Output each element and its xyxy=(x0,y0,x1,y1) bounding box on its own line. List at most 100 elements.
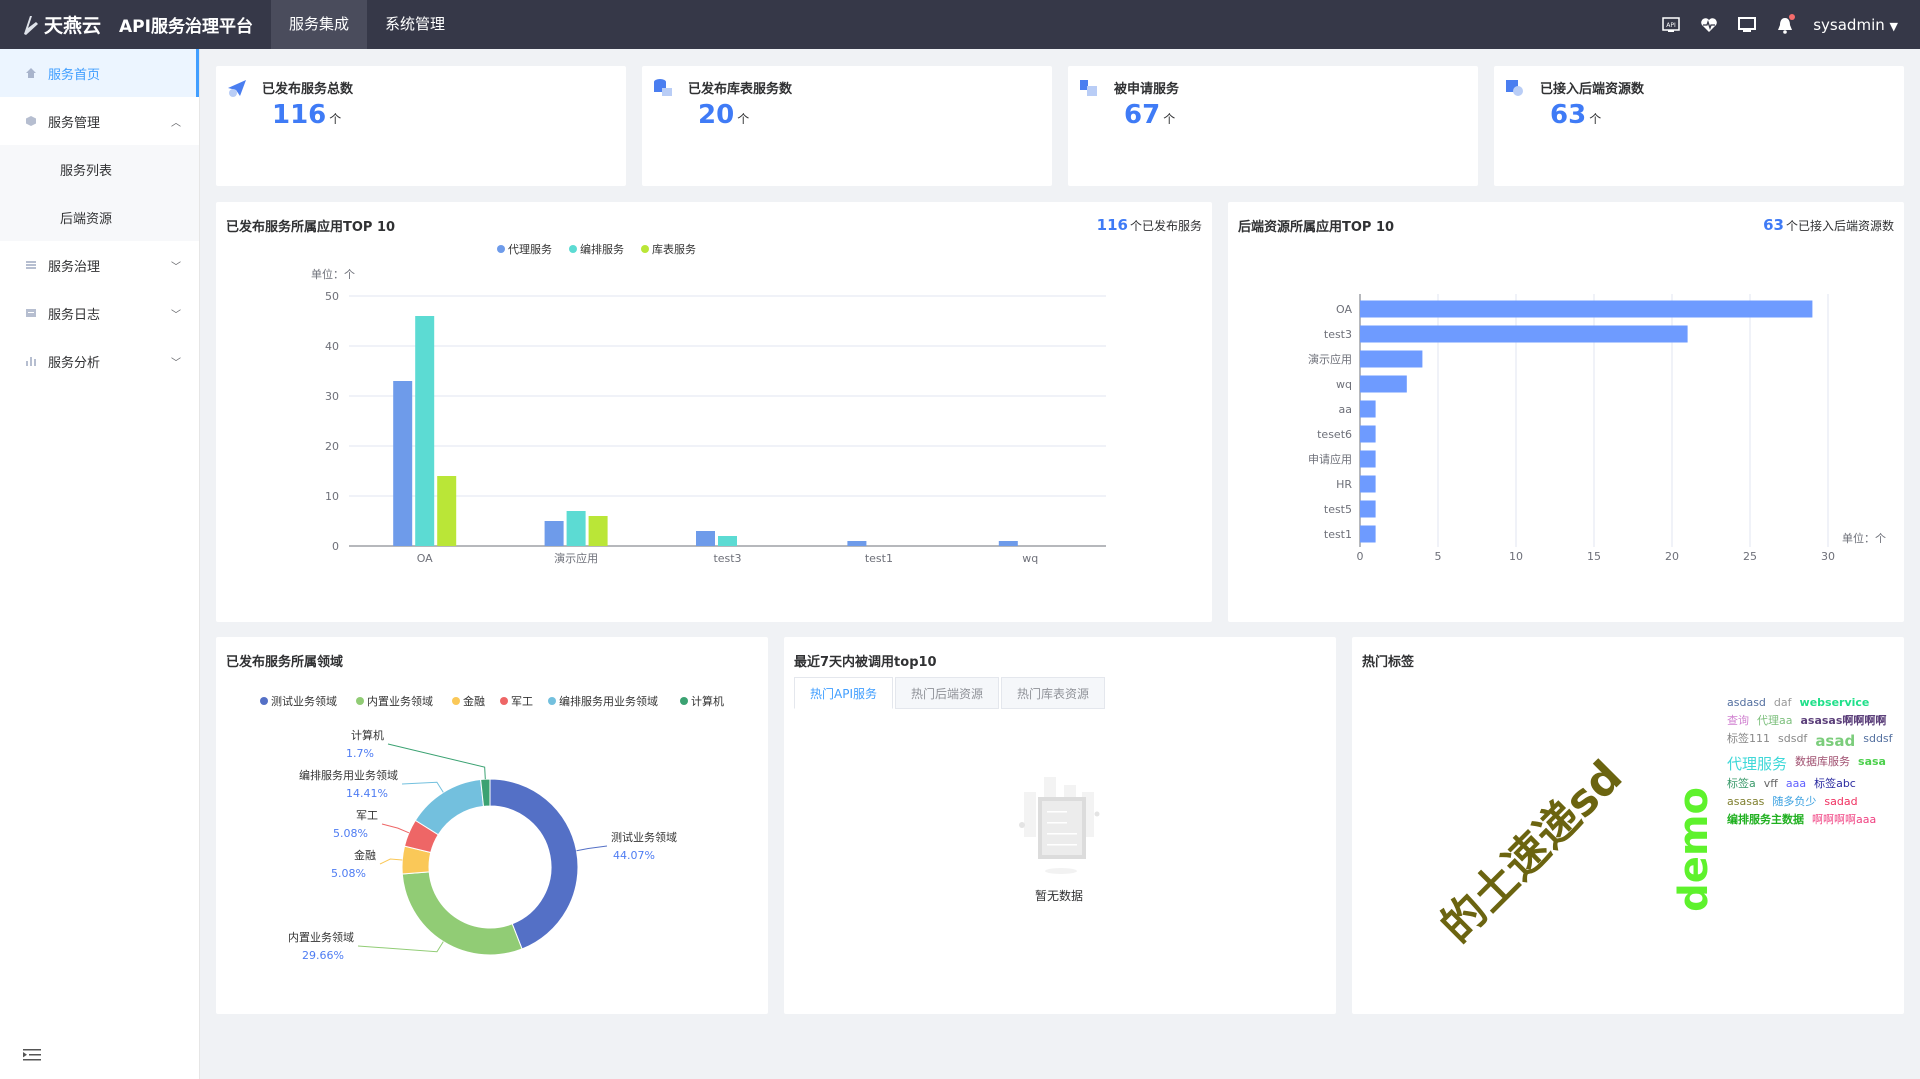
tag-word[interactable]: vff xyxy=(1763,777,1778,791)
tag-word[interactable]: sddsf xyxy=(1863,732,1893,746)
top-header: 天燕云 API服务治理平台 服务集成 系统管理 API sysadmin ▼ xyxy=(0,0,1920,49)
nav-system-management[interactable]: 系统管理 xyxy=(384,15,445,33)
tag-word[interactable]: asasas xyxy=(1727,795,1765,809)
tag-word[interactable]: asdasd xyxy=(1727,696,1766,709)
tag-word[interactable]: 数据库服务 xyxy=(1795,754,1851,768)
tag-word[interactable]: 标签111 xyxy=(1727,732,1770,746)
stat-number: 67 xyxy=(1124,100,1161,130)
legend-marker xyxy=(452,697,460,705)
stat-title: 已接入后端资源数 xyxy=(1540,82,1645,97)
tag-word[interactable]: sadad xyxy=(1824,795,1858,809)
slice-label: 军工 xyxy=(356,809,378,822)
heartbeat-icon[interactable] xyxy=(1699,15,1719,35)
stat-unit: 个 xyxy=(737,112,750,126)
bell-icon[interactable] xyxy=(1775,13,1796,35)
monitor-icon[interactable] xyxy=(1737,15,1757,35)
stat-number: 63 xyxy=(1550,100,1587,130)
y-tick-label: 50 xyxy=(325,290,339,303)
username: sysadmin xyxy=(1813,15,1885,34)
stat-title: 被申请服务 xyxy=(1114,82,1180,97)
tag-word[interactable]: sasa xyxy=(1858,754,1886,768)
stat-value: 67 个 xyxy=(1124,100,1175,130)
stat-title: 已发布库表服务数 xyxy=(688,82,793,97)
chevron-down-icon: ﹀ xyxy=(171,309,181,321)
bar-代理服务 xyxy=(696,531,715,546)
label-line xyxy=(401,781,444,793)
apply-icon xyxy=(1078,78,1100,102)
chevron-down-icon: ﹀ xyxy=(171,261,181,273)
legend-label: 库表服务 xyxy=(652,242,696,256)
sidebar-item-backend-resources[interactable]: 后端资源 xyxy=(0,193,199,241)
tag-word[interactable]: 标签a xyxy=(1727,777,1756,791)
tag-word[interactable]: 啊啊啊啊aaa xyxy=(1812,813,1877,827)
slice-percent: 5.08% xyxy=(331,867,366,880)
bar-代理服务 xyxy=(998,541,1018,546)
panel-title: 已发布服务所属领域 xyxy=(226,655,344,670)
tag-word[interactable]: 查询 xyxy=(1727,714,1749,728)
sidebar-item-home[interactable]: 服务首页 xyxy=(0,49,199,97)
sidebar-item-service-analysis[interactable]: 服务分析 ﹀ xyxy=(0,337,199,385)
tag-word[interactable]: demo xyxy=(1671,787,1717,912)
nav-service-integration[interactable]: 服务集成 xyxy=(270,0,367,49)
summary-text: 个已发布服务 xyxy=(1129,219,1202,233)
stat-unit: 个 xyxy=(1163,112,1176,126)
tag-word[interactable]: 随多负少 xyxy=(1772,795,1817,809)
bar-编排服务 xyxy=(415,316,435,546)
y-tick-label: 40 xyxy=(325,340,339,353)
tab-hot-table-resources[interactable]: 热门库表资源 xyxy=(1001,677,1106,709)
stat-value: 63 个 xyxy=(1550,100,1601,130)
bar-aa xyxy=(1360,400,1376,418)
y-tick-label: teset6 xyxy=(1317,428,1352,441)
legend-marker xyxy=(497,245,505,253)
legend-label: 军工 xyxy=(511,695,533,708)
slice-percent: 14.41% xyxy=(346,787,388,800)
logo[interactable]: 天燕云 xyxy=(20,11,101,38)
tag-word[interactable]: 代理aa xyxy=(1757,714,1793,728)
empty-text: 暂无数据 xyxy=(1034,889,1083,903)
user-menu[interactable]: sysadmin ▼ xyxy=(1813,16,1898,34)
sidebar-item-service-management[interactable]: 服务管理 ︿ xyxy=(0,97,199,145)
tag-word[interactable]: 编排服务主数据 xyxy=(1727,813,1804,827)
tag-word[interactable]: webservice xyxy=(1799,696,1870,709)
api-icon[interactable]: API xyxy=(1661,15,1681,35)
tag-word[interactable]: sdsdf xyxy=(1778,732,1808,746)
x-tick-label: 15 xyxy=(1587,550,1601,563)
tab-hot-backend-resources[interactable]: 热门后端资源 xyxy=(895,677,1000,709)
sidebar-item-service-list[interactable]: 服务列表 xyxy=(0,145,199,193)
service-domain-panel: 已发布服务所属领域 测试业务领域 44.07% 测试业务领域 内置业务领域 29.66%… xyxy=(216,637,768,1014)
cube-icon xyxy=(24,114,38,128)
tag-word[interactable]: aaa xyxy=(1785,777,1807,791)
slice-percent: 44.07% xyxy=(613,849,655,862)
empty-state: 暂无数据 xyxy=(1004,777,1114,904)
y-tick-label: HR xyxy=(1336,478,1352,491)
x-tick-label: 20 xyxy=(1665,550,1679,563)
legend-label: 编排服务用业务领域 xyxy=(559,694,658,708)
app-title: API服务治理平台 xyxy=(119,17,253,37)
slice-label: 编排服务用业务领域 xyxy=(299,768,398,782)
tag-word[interactable]: asad xyxy=(1815,732,1856,751)
chevron-down-icon: ﹀ xyxy=(171,357,181,369)
tag-word[interactable]: daf xyxy=(1773,696,1792,709)
tag-word[interactable]: 代理服务 xyxy=(1727,754,1788,773)
tab-hot-api-services[interactable]: 热门API服务 xyxy=(794,677,893,709)
panel-summary: 63 个已接入后端资源数 xyxy=(1763,216,1894,234)
y-tick-label: 演示应用 xyxy=(1308,352,1352,366)
stat-card-table-services: 已发布库表服务数 20 个 xyxy=(642,66,1052,186)
legend-marker xyxy=(356,697,364,705)
logo-icon xyxy=(24,15,38,35)
tag-word[interactable]: asasas啊啊啊啊 xyxy=(1800,714,1887,728)
stat-number: 116 xyxy=(272,100,327,130)
tag-word[interactable]: 标签abc xyxy=(1814,777,1856,791)
summary-value: 63 xyxy=(1763,216,1784,234)
sidebar-item-service-log[interactable]: 服务日志 ﹀ xyxy=(0,289,199,337)
tag-word[interactable]: 的土速递sd xyxy=(1430,750,1633,953)
sidebar-item-service-governance[interactable]: 服务治理 ﹀ xyxy=(0,241,199,289)
sidebar-item-label: 服务列表 xyxy=(60,163,113,179)
resource-icon xyxy=(1504,78,1526,102)
collapse-sidebar-icon[interactable] xyxy=(22,1047,42,1067)
y-tick-label: 申请应用 xyxy=(1308,452,1352,466)
backend-resources-bar-chart: 0 5 10 15 20 25 30 OA test3 演示应用 wq aa teset6 申请应用 HR t… xyxy=(1308,294,1886,563)
svg-text:API: API xyxy=(1666,22,1676,29)
stat-title: 已发布服务总数 xyxy=(262,82,354,97)
hot-tags-panel: 热门标签 的土速递sd demo asdasd daf webservice 查询 代理aa… xyxy=(1352,637,1904,1014)
